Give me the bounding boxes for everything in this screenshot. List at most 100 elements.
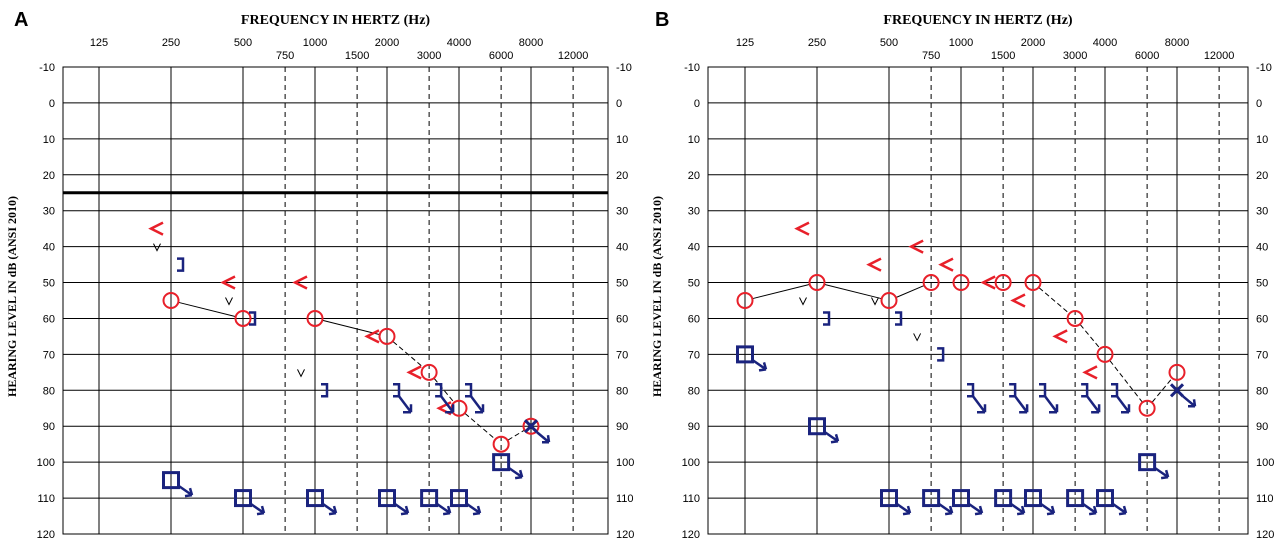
y-tick-label-right: 30: [616, 206, 628, 218]
y-tick-label-right: 70: [616, 349, 628, 361]
air-conduction-right-marker: [1024, 274, 1042, 292]
connector-line: [322, 319, 380, 335]
air-conduction-left-x-marker: [523, 419, 539, 434]
y-tick-label-left: 70: [688, 349, 700, 361]
no-response-arrow: [968, 503, 984, 516]
air-conduction-left-marker: [450, 489, 468, 508]
air-conduction-left-marker: [420, 489, 439, 508]
bone-conduction-right-marker: [938, 257, 954, 272]
x-tick-label-major: 500: [880, 37, 898, 49]
no-response-arrow: [466, 503, 482, 516]
y-tick-label-right: 20: [616, 170, 628, 182]
no-response-arrow: [1154, 467, 1170, 480]
y-tick-label-right: 10: [1256, 134, 1268, 146]
y-tick-label-right: 80: [616, 385, 628, 397]
y-tick-label-left: 80: [688, 385, 700, 397]
y-tick-label-right: 90: [616, 421, 628, 433]
air-conduction-right-marker: [162, 292, 180, 309]
y-tick-label-right: 80: [1256, 385, 1268, 397]
x-tick-label-major: 500: [234, 37, 252, 49]
no-response-arrow: [436, 503, 452, 516]
air-conduction-left-marker: [1066, 489, 1085, 508]
bone-conduction-right-marker: [866, 257, 882, 272]
vibrotactile-marker: [799, 297, 807, 306]
air-conduction-left-marker: [1096, 489, 1114, 508]
air-conduction-right-marker: [492, 435, 510, 453]
y-tick-label-left: 80: [43, 385, 55, 397]
air-conduction-left-marker: [306, 489, 324, 508]
air-conduction-right-marker: [1066, 309, 1084, 327]
chart-title: FREQUENCY IN HERTZ (Hz): [241, 13, 430, 28]
bone-conduction-left-marker: [321, 383, 329, 398]
no-response-arrow: [250, 503, 266, 516]
y-tick-label-left: 20: [688, 170, 700, 182]
air-conduction-right-marker: [306, 309, 324, 327]
x-tick-label-major: 8000: [519, 37, 543, 49]
air-conduction-left-marker: [922, 489, 941, 508]
bone-conduction-left-marker: [177, 257, 185, 272]
y-tick-label-left: 90: [43, 421, 55, 433]
no-response-arrow: [508, 467, 524, 480]
bone-conduction-right-marker: [794, 221, 810, 236]
bone-conduction-right-marker: [908, 239, 924, 254]
x-tick-label-major: 2000: [1021, 37, 1045, 49]
connector-line: [433, 378, 455, 403]
x-tick-label-minor: 3000: [1063, 50, 1087, 62]
connector-line: [1079, 324, 1101, 349]
bone-conduction-left-marker: [393, 383, 401, 398]
y-tick-label-left: 0: [49, 98, 55, 110]
x-tick-label-major: 4000: [1093, 37, 1117, 49]
air-conduction-left-marker: [162, 471, 180, 490]
y-tick-label-right: 40: [616, 242, 628, 254]
air-conduction-left-marker: [1024, 489, 1042, 508]
y-tick-label-right: 40: [1256, 242, 1268, 254]
vibrotactile-marker: [297, 369, 305, 378]
bone-conduction-left-marker: [1081, 383, 1089, 398]
y-axis-title: HEARING LEVEL IN dB (ANSI 2010): [5, 196, 19, 397]
y-tick-label-right: 0: [616, 98, 622, 110]
bone-conduction-right-marker: [292, 275, 308, 290]
connector-line: [507, 429, 525, 441]
no-response-arrow: [470, 395, 485, 414]
y-tick-label-left: 40: [688, 242, 700, 254]
x-tick-label-major: 125: [736, 37, 754, 49]
air-conduction-left-marker: [378, 489, 396, 508]
y-tick-label-left: 100: [37, 457, 55, 469]
y-tick-label-left: 70: [43, 349, 55, 361]
no-response-arrow: [394, 503, 410, 516]
no-response-arrow: [1116, 395, 1131, 414]
air-conduction-right-marker: [994, 274, 1012, 292]
connector-line: [1109, 360, 1143, 403]
bone-conduction-right-marker: [364, 329, 380, 344]
air-conduction-right-marker: [952, 274, 970, 292]
no-response-arrow: [896, 503, 912, 516]
vibrotactile-marker: [871, 297, 879, 306]
y-tick-label-right: 0: [1256, 98, 1262, 110]
bone-conduction-left-marker: [1039, 383, 1047, 398]
y-tick-label-left: 120: [37, 529, 55, 541]
y-tick-label-right: 70: [1256, 349, 1268, 361]
y-tick-label-left: 10: [43, 134, 55, 146]
bone-conduction-right-marker: [220, 275, 236, 290]
x-tick-label-minor: 3000: [417, 50, 441, 62]
bone-conduction-right-marker: [1082, 365, 1098, 380]
audiogram-panel-a: A FREQUENCY IN HERTZ (Hz) HEARING LEVEL IN…: [5, 9, 634, 541]
no-response-arrow: [322, 503, 338, 516]
x-tick-label-minor: 12000: [558, 50, 589, 62]
no-response-arrow: [824, 431, 840, 444]
y-tick-label-right: 20: [1256, 170, 1268, 182]
x-tick-label-major: 1000: [303, 37, 327, 49]
air-conduction-right-marker: [880, 292, 898, 309]
air-conduction-right-marker: [420, 363, 438, 381]
y-tick-label-right: 50: [616, 278, 628, 290]
no-response-arrow: [1014, 395, 1029, 414]
y-tick-label-left: 110: [37, 493, 55, 505]
bone-conduction-left-marker: [823, 311, 831, 326]
y-tick-label-right: -10: [1256, 62, 1272, 74]
x-tick-label-major: 4000: [447, 37, 471, 49]
connector-line: [1151, 378, 1173, 403]
vibrotactile-marker: [153, 243, 161, 252]
air-conduction-right-marker: [1138, 399, 1156, 417]
connector-line: [752, 283, 810, 300]
no-response-arrow: [178, 485, 194, 498]
